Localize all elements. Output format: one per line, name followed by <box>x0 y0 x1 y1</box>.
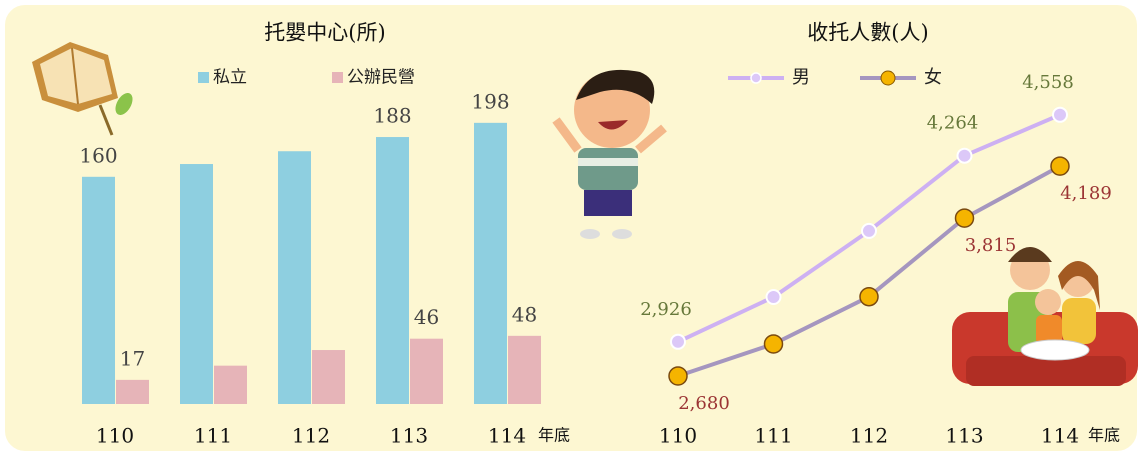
legend-label: 男 <box>792 67 810 88</box>
x-note: 年底 <box>538 426 570 445</box>
data-label: 4,189 <box>1060 183 1112 204</box>
bar <box>82 176 115 404</box>
legend-marker <box>750 72 762 84</box>
chart-title: 收托人數(人) <box>807 21 928 45</box>
x-tick-label: 111 <box>194 424 232 448</box>
x-tick-label: 114 <box>488 424 526 448</box>
bar <box>278 151 311 404</box>
x-tick-label: 110 <box>96 424 134 448</box>
point-marker <box>765 289 782 306</box>
data-label: 188 <box>373 104 411 128</box>
point-marker <box>763 334 784 354</box>
point-marker <box>956 147 973 164</box>
book-illustration <box>32 42 133 136</box>
data-label: 4,264 <box>927 113 979 134</box>
data-label: 160 <box>79 143 117 167</box>
legend-swatch <box>198 72 209 83</box>
data-label: 48 <box>512 302 537 326</box>
x-tick-label: 112 <box>850 424 888 448</box>
data-label: 2,926 <box>640 299 692 320</box>
family-illustration <box>952 247 1138 386</box>
bar <box>474 122 507 404</box>
x-tick-label: 112 <box>292 424 330 448</box>
data-label: 198 <box>471 89 509 113</box>
bar <box>116 379 149 404</box>
point-marker <box>668 366 688 386</box>
point-marker <box>1052 106 1068 123</box>
data-label: 3,815 <box>965 235 1017 256</box>
data-label: 4,558 <box>1022 72 1074 93</box>
point-marker <box>954 208 975 228</box>
point-marker <box>1050 156 1070 176</box>
point-marker <box>670 333 686 350</box>
point-marker <box>861 222 877 239</box>
data-label: 46 <box>414 305 439 329</box>
x-note: 年底 <box>1088 426 1120 445</box>
x-tick-label: 113 <box>945 424 983 448</box>
point-marker <box>859 286 879 307</box>
x-tick-label: 114 <box>1041 424 1079 448</box>
legend-marker <box>880 70 896 86</box>
legend-swatch <box>332 72 343 83</box>
boy-illustration <box>552 69 667 239</box>
x-tick-label: 113 <box>390 424 428 448</box>
legend-label: 公辦民營 <box>347 68 415 88</box>
x-tick-label: 110 <box>659 424 697 448</box>
bar <box>312 350 345 404</box>
data-label: 17 <box>120 346 145 370</box>
bar <box>410 338 443 404</box>
bar <box>508 335 541 404</box>
bar <box>214 365 247 404</box>
chart-title: 托嬰中心(所) <box>264 21 385 45</box>
legend-label: 私立 <box>213 68 247 88</box>
data-label: 2,680 <box>678 393 730 414</box>
bar <box>376 137 409 405</box>
legend-label: 女 <box>924 67 942 88</box>
bar <box>180 164 213 404</box>
x-tick-label: 111 <box>754 424 792 448</box>
